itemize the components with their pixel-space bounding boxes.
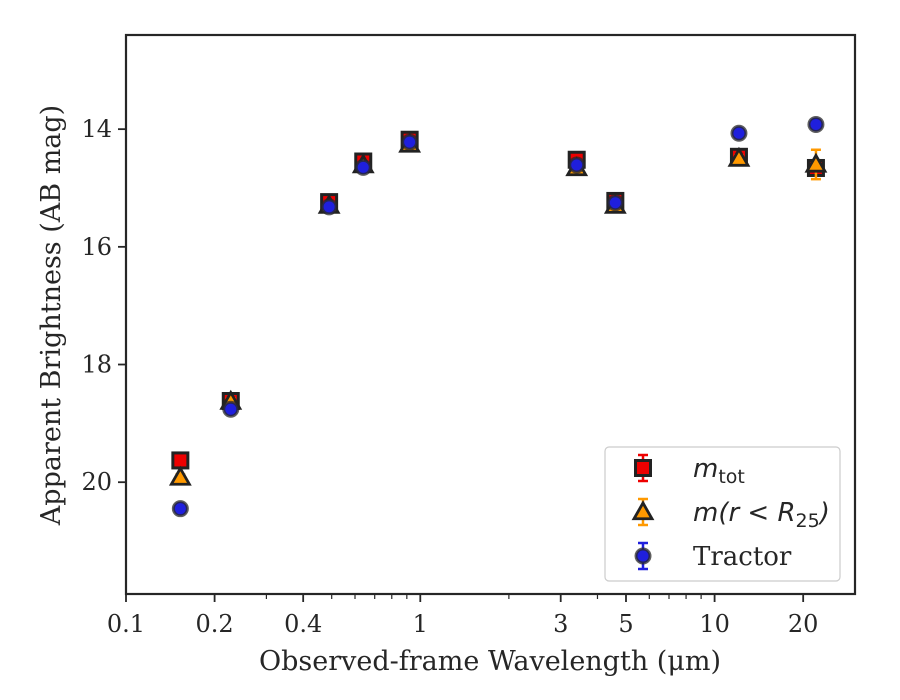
legend-marker-triangle — [631, 500, 655, 521]
y-tick-label: 16 — [81, 233, 112, 261]
legend-label: m(r < R25) — [693, 498, 830, 532]
series-circle — [171, 115, 825, 518]
data-point-circle — [171, 500, 189, 518]
y-tick-label: 14 — [81, 115, 112, 143]
x-axis: 0.1 0.2 0.4 1 3 5 10 20 — [107, 594, 819, 638]
data-point-circle — [320, 198, 338, 216]
y-tick-label: 20 — [81, 468, 112, 496]
data-point-circle — [222, 400, 240, 418]
legend: mtot m(r < R25) Tractor — [604, 446, 841, 582]
data-point-circle — [568, 156, 586, 174]
x-tick-label: 0.4 — [284, 610, 322, 638]
data-marks — [168, 115, 828, 518]
data-point-circle — [401, 133, 419, 151]
legend-marker-circle — [634, 547, 652, 565]
x-tick-label: 1 — [413, 610, 428, 638]
legend-marker-square — [634, 459, 652, 477]
x-tick-label: 5 — [618, 610, 633, 638]
y-axis: 14 16 18 20 — [81, 115, 126, 496]
x-tick-label: 0.2 — [196, 610, 234, 638]
x-axis-label: Observed-frame Wavelength (μm) — [259, 646, 721, 677]
legend-label: mtot — [693, 454, 745, 488]
data-point-triangle — [727, 146, 751, 167]
data-point-circle — [730, 124, 748, 142]
y-axis-label: Apparent Brightness (AB mag) — [36, 105, 67, 526]
legend-box — [604, 446, 841, 582]
x-tick-label: 20 — [788, 610, 819, 638]
data-point-triangle — [168, 465, 192, 486]
x-tick-label: 0.1 — [107, 610, 145, 638]
data-point-circle — [354, 158, 372, 176]
data-point-circle — [807, 115, 825, 133]
x-tick-label: 3 — [553, 610, 568, 638]
x-tick-label: 10 — [699, 610, 730, 638]
legend-label: Tractor — [693, 542, 792, 572]
y-tick-label: 18 — [81, 351, 112, 379]
data-point-circle — [606, 194, 624, 212]
data-point-triangle — [804, 152, 828, 173]
